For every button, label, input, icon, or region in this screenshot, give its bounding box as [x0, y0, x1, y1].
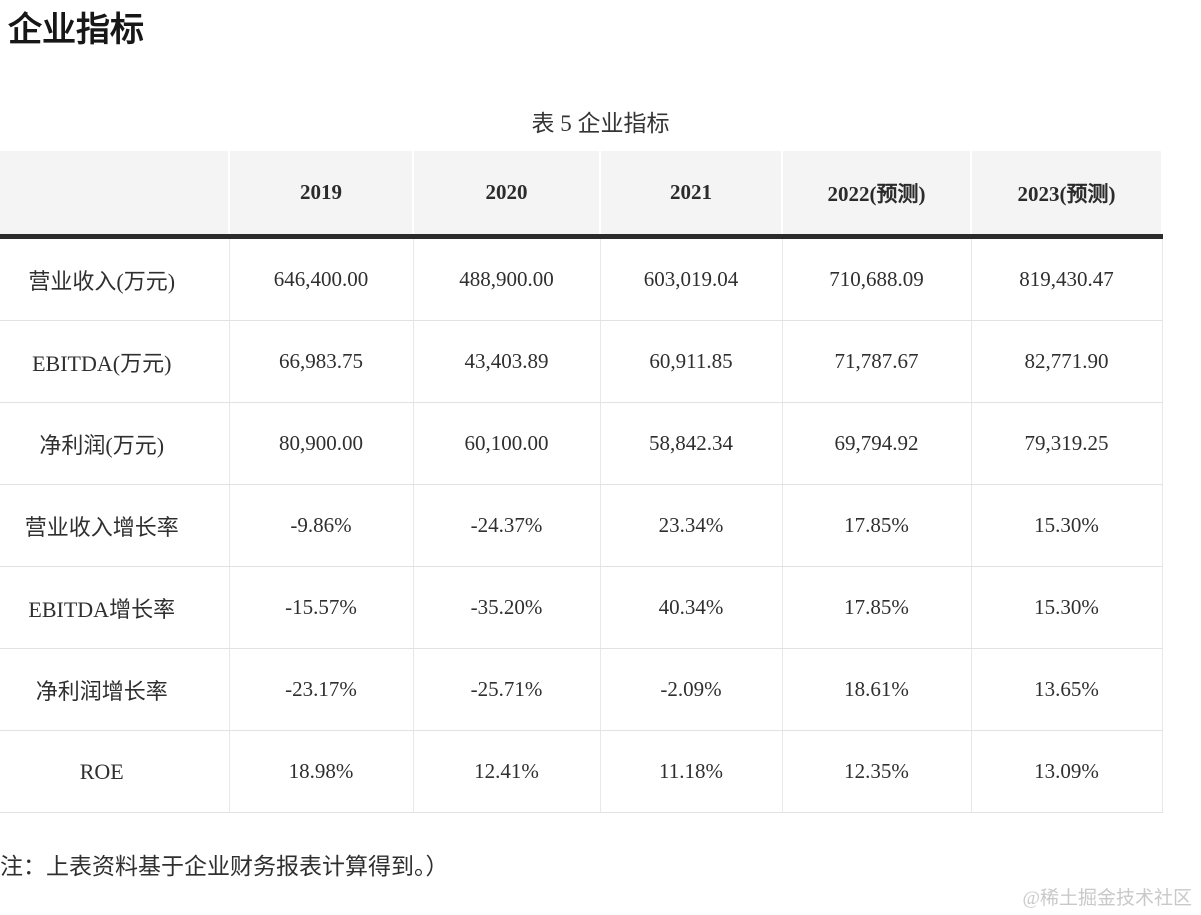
cell-value: 819,430.47 — [971, 236, 1163, 322]
column-header: 2021 — [600, 151, 783, 240]
row-label: 营业收入增长率 — [0, 484, 230, 568]
cell-value: 12.41% — [413, 730, 601, 814]
page: 企业指标 表 5 企业指标 2019 2020 2021 2022(预测) 2023(预… — [0, 12, 1201, 909]
table-body: 营业收入(万元) 646,400.00 488,900.00 603,019.04 71… — [0, 236, 1163, 814]
table-row: EBITDA增长率 -15.57% -35.20% 40.34% 17.85% 15.30… — [0, 566, 1163, 650]
cell-value: -35.20% — [413, 566, 601, 650]
metrics-table: 2019 2020 2021 2022(预测) 2023(预测) 营业收入(万元) 646… — [0, 151, 1163, 814]
cell-value: 58,842.34 — [600, 402, 783, 486]
row-label: EBITDA(万元) — [0, 320, 230, 404]
row-label: ROE — [0, 730, 230, 814]
cell-value: 82,771.90 — [971, 320, 1163, 404]
cell-value: 603,019.04 — [600, 236, 783, 322]
cell-value: -24.37% — [413, 484, 601, 568]
table-caption: 表 5 企业指标 — [531, 111, 670, 137]
table-row: 净利润(万元) 80,900.00 60,100.00 58,842.34 69,794… — [0, 402, 1163, 486]
cell-value: -25.71% — [413, 648, 601, 732]
watermark: @稀土掘金技术社区 — [1022, 888, 1193, 909]
cell-value: 13.09% — [971, 730, 1163, 814]
row-label: 营业收入(万元) — [0, 236, 230, 322]
column-header: 2023(预测) — [971, 151, 1163, 240]
cell-value: 23.34% — [600, 484, 783, 568]
table-row: 营业收入(万元) 646,400.00 488,900.00 603,019.04 71… — [0, 236, 1163, 322]
column-header: 2022(预测) — [782, 151, 972, 240]
cell-value: 15.30% — [971, 484, 1163, 568]
row-label: EBITDA增长率 — [0, 566, 230, 650]
cell-value: 12.35% — [782, 730, 972, 814]
table-header: 2019 2020 2021 2022(预测) 2023(预测) — [0, 151, 1163, 240]
cell-value: -15.57% — [229, 566, 414, 650]
row-label: 净利润增长率 — [0, 648, 230, 732]
column-header — [0, 151, 230, 240]
cell-value: 488,900.00 — [413, 236, 601, 322]
table-row: 净利润增长率 -23.17% -25.71% -2.09% 18.61% 13.65% — [0, 648, 1163, 732]
table-row: EBITDA(万元) 66,983.75 43,403.89 60,911.85 71,… — [0, 320, 1163, 404]
cell-value: 40.34% — [600, 566, 783, 650]
cell-value: 80,900.00 — [229, 402, 414, 486]
page-title: 企业指标 — [8, 12, 144, 49]
cell-value: 66,983.75 — [229, 320, 414, 404]
cell-value: 11.18% — [600, 730, 783, 814]
column-header: 2019 — [229, 151, 414, 240]
cell-value: 43,403.89 — [413, 320, 601, 404]
cell-value: 18.61% — [782, 648, 972, 732]
cell-value: 18.98% — [229, 730, 414, 814]
cell-value: 17.85% — [782, 566, 972, 650]
cell-value: 710,688.09 — [782, 236, 972, 322]
footnote: 注：上表资料基于企业财务报表计算得到。） — [0, 854, 449, 880]
cell-value: 15.30% — [971, 566, 1163, 650]
table-row: ROE 18.98% 12.41% 11.18% 12.35% 13.09% — [0, 730, 1163, 814]
cell-value: 69,794.92 — [782, 402, 972, 486]
cell-value: -9.86% — [229, 484, 414, 568]
header-row: 2019 2020 2021 2022(预测) 2023(预测) — [0, 151, 1163, 240]
cell-value: 79,319.25 — [971, 402, 1163, 486]
column-header: 2020 — [413, 151, 601, 240]
cell-value: 60,911.85 — [600, 320, 783, 404]
cell-value: 17.85% — [782, 484, 972, 568]
cell-value: 646,400.00 — [229, 236, 414, 322]
cell-value: 71,787.67 — [782, 320, 972, 404]
table-row: 营业收入增长率 -9.86% -24.37% 23.34% 17.85% 15.30% — [0, 484, 1163, 568]
cell-value: -23.17% — [229, 648, 414, 732]
cell-value: -2.09% — [600, 648, 783, 732]
row-label: 净利润(万元) — [0, 402, 230, 486]
cell-value: 60,100.00 — [413, 402, 601, 486]
cell-value: 13.65% — [971, 648, 1163, 732]
